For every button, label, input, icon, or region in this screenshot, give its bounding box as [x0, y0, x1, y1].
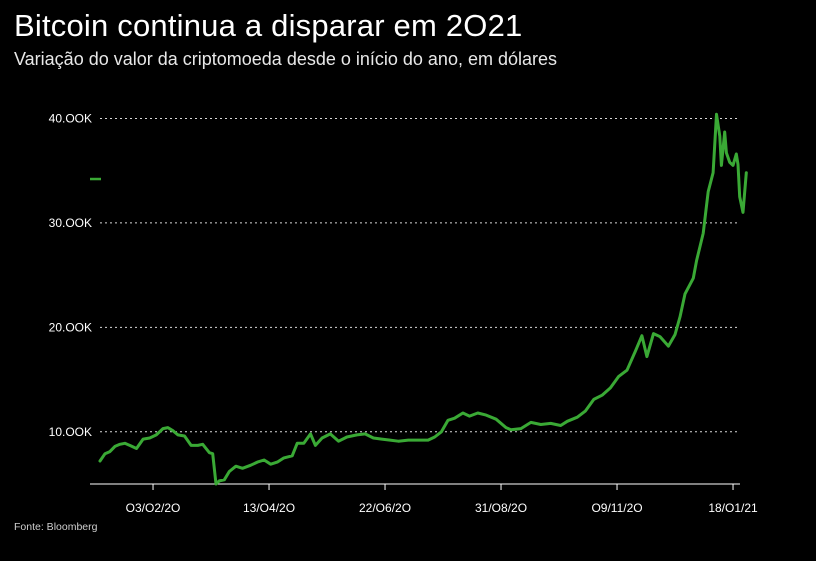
- y-tick-label: 40.OOK: [49, 111, 92, 125]
- x-tick-label: 18/O1/21: [708, 501, 758, 515]
- y-tick-label: 20.OOK: [49, 320, 92, 334]
- source-note: Fonte: Bloomberg: [14, 521, 98, 533]
- series-line: [98, 112, 748, 486]
- y-tick-label: 10.OOK: [49, 425, 92, 439]
- series-group: [90, 112, 748, 486]
- y-tick-label: 30.OOK: [49, 216, 92, 230]
- chart-title: Bitcoin continua a disparar em 2O21: [14, 8, 523, 43]
- chart-subtitle: Variação do valor da criptomoeda desde o…: [14, 49, 557, 69]
- y-axis-ticks: 10.OOK 20.OOK 30.OOK 40.OOK: [49, 111, 92, 438]
- x-axis-ticks: O3/O2/2O 13/O4/2O 22/O6/2O 31/O8/2O O9/11/2O…: [126, 484, 758, 515]
- x-tick-label: O3/O2/2O: [126, 501, 181, 515]
- x-tick-label: 31/O8/2O: [475, 501, 527, 515]
- x-tick-label: O9/11/2O: [591, 501, 642, 515]
- x-tick-label: 13/O4/2O: [243, 501, 295, 515]
- x-tick-label: 22/O6/2O: [359, 501, 411, 515]
- grid-lines: [100, 117, 740, 433]
